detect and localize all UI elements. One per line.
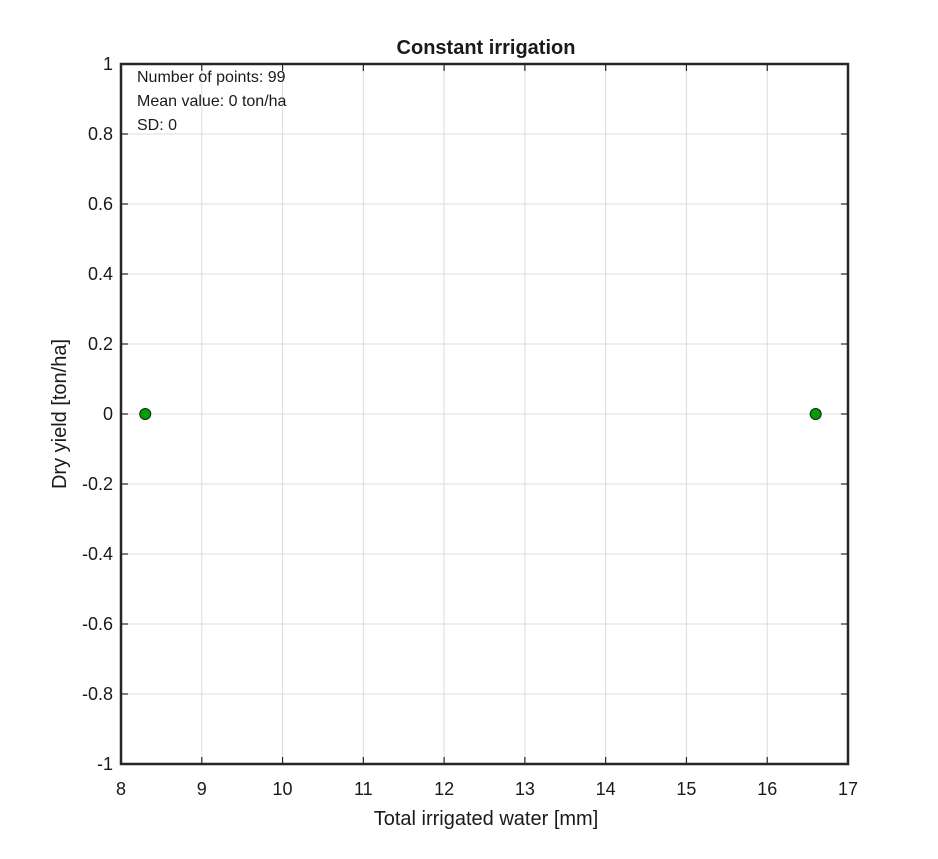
y-tick-label: 0.6: [88, 194, 113, 214]
x-axis-tick-labels: 8 9 10 11 12 13 14 15 16 17: [116, 779, 858, 799]
axis-ticks: [120, 63, 849, 765]
x-tick-label: 13: [515, 779, 535, 799]
annotation-sd: SD: 0: [137, 117, 177, 134]
x-axis-label: Total irrigated water [mm]: [374, 808, 599, 830]
y-tick-label: -0.4: [82, 544, 113, 564]
y-tick-label: -0.8: [82, 684, 113, 704]
x-tick-label: 8: [116, 779, 126, 799]
y-tick-label: -0.2: [82, 474, 113, 494]
y-tick-label: 0.4: [88, 264, 113, 284]
y-axis-tick-labels: -1 -0.8 -0.6 -0.4 -0.2 0 0.2 0.4 0.6 0.8 1: [82, 54, 113, 774]
data-points: [139, 408, 822, 420]
y-tick-label: 0: [103, 404, 113, 424]
y-axis-label: Dry yield [ton/ha]: [49, 339, 71, 489]
y-tick-label: 1: [103, 54, 113, 74]
chart-title: Constant irrigation: [397, 37, 576, 59]
data-point: [809, 408, 822, 420]
annotation-mean-value: Mean value: 0 ton/ha: [137, 93, 287, 110]
x-tick-label: 10: [273, 779, 293, 799]
x-tick-label: 15: [676, 779, 696, 799]
x-tick-label: 17: [838, 779, 858, 799]
x-tick-label: 12: [434, 779, 454, 799]
x-tick-label: 14: [596, 779, 616, 799]
grid-lines: [120, 63, 849, 765]
annotation-point-count: Number of points: 99: [137, 69, 286, 86]
x-tick-label: 9: [197, 779, 207, 799]
y-tick-label: -1: [97, 754, 113, 774]
x-tick-label: 16: [757, 779, 777, 799]
y-tick-label: 0.8: [88, 124, 113, 144]
y-tick-label: -0.6: [82, 614, 113, 634]
y-tick-label: 0.2: [88, 334, 113, 354]
data-point: [139, 408, 152, 420]
x-tick-label: 11: [354, 779, 373, 799]
